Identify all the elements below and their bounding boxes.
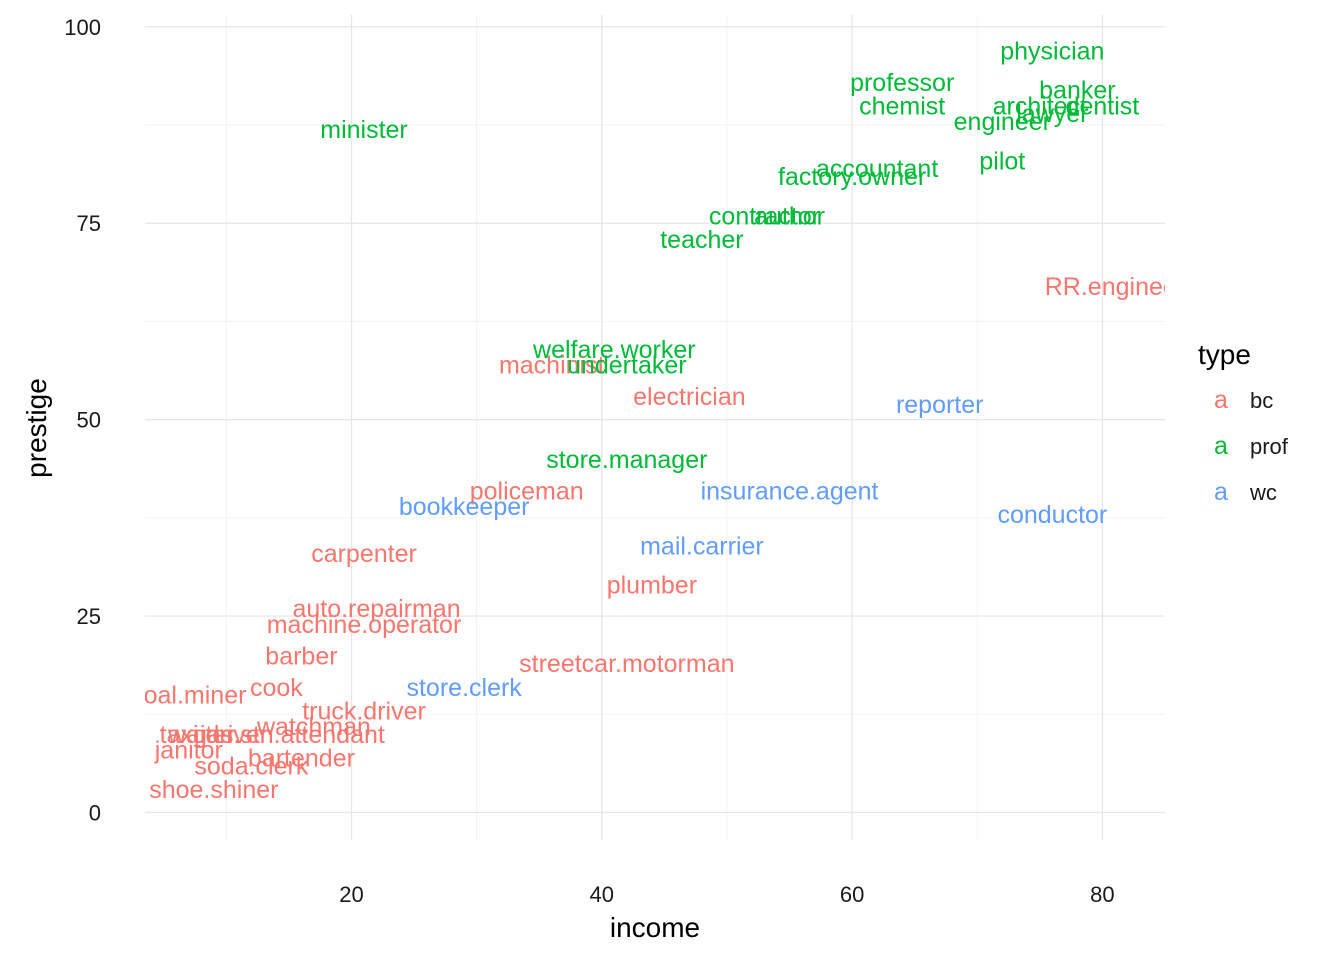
point-label-truck-driver: truck.driver — [302, 697, 426, 725]
legend-label-wc: wc — [1249, 480, 1277, 505]
y-axis-ticks: 0 25 50 75 100 — [64, 15, 101, 826]
point-label-shoe-shiner: shoe.shiner — [149, 776, 278, 804]
point-label-chemist: chemist — [859, 92, 945, 120]
point-label-engineer: engineer — [954, 108, 1051, 136]
point-labels: physician professor banker chemist architect… — [131, 37, 1185, 804]
point-label-mail-carrier: mail.carrier — [640, 532, 764, 560]
point-label-author: author — [754, 202, 825, 230]
point-label-insurance-agent: insurance.agent — [701, 477, 879, 505]
legend-key-bc: a — [1214, 386, 1228, 414]
point-label-undertaker: undertaker — [567, 352, 687, 380]
x-axis-ticks: 20 40 60 80 — [339, 882, 1114, 907]
point-label-policeman: policeman — [470, 477, 584, 505]
point-label-machinist: machinist — [499, 352, 605, 380]
point-label-carpenter: carpenter — [311, 540, 417, 568]
point-label-dentist: dentist — [1066, 92, 1140, 120]
point-label-cook: cook — [250, 674, 303, 702]
x-tick-label: 20 — [339, 882, 363, 907]
point-label-gas-stn-attendant: gas.stn.attendant — [193, 721, 385, 749]
point-label-accountant: accountant — [816, 155, 938, 183]
legend-key-prof: a — [1214, 432, 1228, 460]
point-label-machine-operator: machine.operator — [267, 611, 462, 639]
point-label-teacher: teacher — [660, 226, 743, 254]
point-label-auto-repairman: auto.repairman — [292, 595, 460, 623]
point-label-plumber: plumber — [607, 572, 697, 600]
y-axis-title: prestige — [21, 378, 52, 478]
x-tick-label: 80 — [1090, 882, 1114, 907]
y-tick-label: 0 — [89, 801, 101, 826]
legend-title: type — [1198, 339, 1251, 370]
point-label-physician: physician — [1000, 37, 1104, 65]
legend-label-bc: bc — [1250, 388, 1273, 413]
point-label-banker: banker — [1039, 77, 1115, 105]
point-label-waiter: waiter — [167, 721, 235, 749]
point-label-janitor: janitor — [154, 737, 223, 765]
point-label-coal-miner: coal.miner — [131, 682, 246, 710]
point-label-streetcar-motorman: streetcar.motorman — [519, 650, 734, 678]
point-label-store-manager: store.manager — [546, 446, 707, 474]
point-label-contractor: contractor — [709, 202, 820, 230]
x-axis-title: income — [610, 912, 700, 943]
point-label-bartender: bartender — [248, 745, 355, 773]
x-tick-label: 60 — [840, 882, 864, 907]
point-label-taxi-driver: taxi.driver — [160, 721, 268, 749]
y-tick-label: 50 — [77, 408, 101, 433]
y-tick-label: 100 — [64, 15, 101, 40]
point-label-architect: architect — [993, 92, 1088, 120]
point-label-minister: minister — [320, 116, 408, 144]
y-tick-label: 75 — [77, 211, 101, 236]
point-label-pilot: pilot — [979, 147, 1025, 175]
point-label-reporter: reporter — [896, 391, 984, 419]
legend-key-wc: a — [1214, 478, 1228, 506]
point-label-bookkeeper: bookkeeper — [399, 493, 530, 521]
point-label-conductor: conductor — [997, 501, 1107, 529]
point-label-barber: barber — [265, 642, 337, 670]
point-label-welfare-worker: welfare.worker — [532, 336, 696, 364]
grid — [145, 15, 1165, 840]
x-tick-label: 40 — [590, 882, 614, 907]
point-label-factory-owner: factory.owner — [778, 163, 926, 191]
point-label-electrician: electrician — [633, 383, 746, 411]
point-label-rr-engineer: RR.engineer — [1045, 273, 1185, 301]
point-label-soda-clerk: soda.clerk — [194, 752, 308, 780]
point-label-lawyer: lawyer — [1016, 100, 1088, 128]
point-label-store-clerk: store.clerk — [406, 674, 522, 702]
y-tick-label: 25 — [77, 604, 101, 629]
point-label-watchman: watchman — [256, 713, 371, 741]
legend-label-prof: prof — [1250, 434, 1289, 459]
point-label-professor: professor — [850, 69, 954, 97]
